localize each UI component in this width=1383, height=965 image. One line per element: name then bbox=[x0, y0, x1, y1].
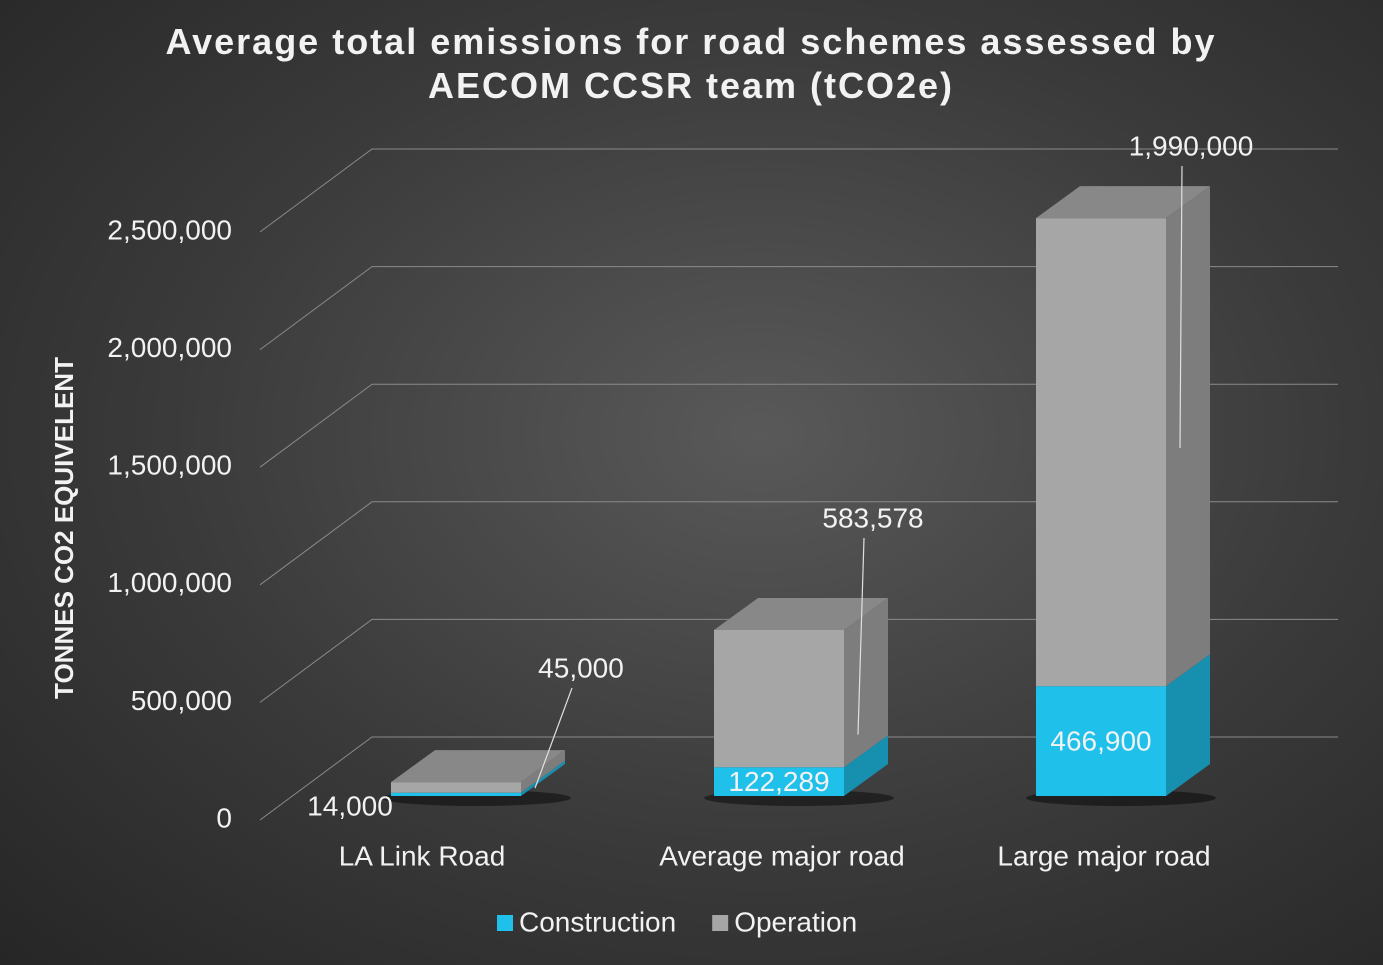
y-tick-label: 0 bbox=[216, 802, 232, 833]
bar-side bbox=[521, 750, 565, 793]
data-label: 1,990,000 bbox=[1129, 130, 1254, 161]
x-tick-label: Average major road bbox=[659, 840, 904, 871]
leader-line bbox=[534, 687, 573, 789]
bar-top bbox=[1036, 186, 1210, 219]
y-tick-label: 2,500,000 bbox=[107, 214, 232, 245]
data-label: 583,578 bbox=[822, 502, 923, 533]
bar bbox=[391, 792, 521, 796]
chart-title: Average total emissions for road schemes… bbox=[165, 21, 1217, 106]
grid-line bbox=[259, 736, 1338, 821]
data-label: 45,000 bbox=[538, 652, 624, 683]
y-tick-label: 2,000,000 bbox=[107, 332, 232, 363]
bar-side bbox=[1166, 186, 1210, 687]
data-label: 466,900 bbox=[1050, 725, 1151, 756]
bar-side bbox=[844, 735, 888, 796]
legend-label: Construction bbox=[519, 906, 676, 937]
x-tick-label: LA Link Road bbox=[339, 840, 506, 871]
y-axis-label: TONNES CO2 EQUIVELENT bbox=[49, 357, 79, 699]
bar bbox=[391, 782, 521, 793]
y-tick-label: 1,000,000 bbox=[107, 567, 232, 598]
bar-side bbox=[1166, 654, 1210, 796]
bar bbox=[714, 767, 844, 796]
grid-line bbox=[259, 501, 1338, 586]
grid-line bbox=[259, 266, 1338, 351]
legend-swatch bbox=[497, 915, 513, 931]
grid-line bbox=[259, 383, 1338, 468]
leader-line bbox=[1179, 165, 1183, 449]
bar-top bbox=[391, 750, 565, 783]
bar bbox=[1036, 686, 1166, 796]
grid-line bbox=[259, 618, 1338, 703]
data-label: 122,289 bbox=[728, 766, 829, 797]
bar bbox=[1036, 218, 1166, 687]
bar-top bbox=[714, 597, 888, 630]
bar-side bbox=[521, 760, 565, 796]
bar-side bbox=[844, 597, 888, 768]
legend-swatch bbox=[712, 915, 729, 931]
bar bbox=[714, 629, 844, 768]
grid-line bbox=[259, 148, 1338, 233]
y-tick-label: 500,000 bbox=[131, 685, 232, 716]
legend-label: Operation bbox=[734, 906, 857, 937]
data-label: 14,000 bbox=[307, 790, 393, 821]
y-tick-label: 1,500,000 bbox=[107, 450, 232, 481]
leader-line bbox=[857, 537, 865, 735]
x-tick-label: Large major road bbox=[997, 840, 1210, 871]
